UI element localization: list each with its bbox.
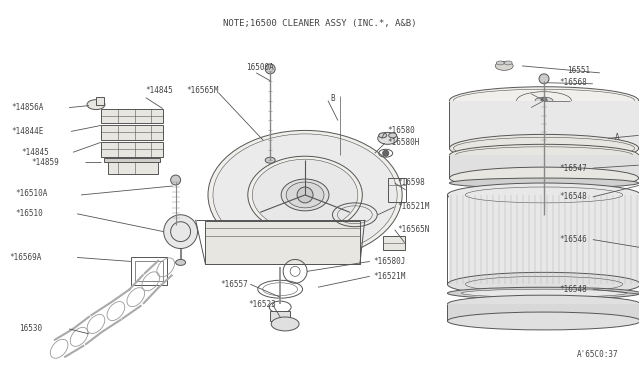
Ellipse shape [87,100,105,110]
Ellipse shape [388,133,397,138]
Ellipse shape [449,178,639,188]
Ellipse shape [449,167,639,189]
Ellipse shape [447,312,640,330]
Text: *16548: *16548 [559,192,587,201]
Ellipse shape [449,134,639,162]
Text: *16546: *16546 [559,235,587,244]
Bar [449,155,639,178]
Text: *16565N: *16565N [397,225,430,234]
Text: *16557: *16557 [220,280,248,289]
Text: A'65C0:37: A'65C0:37 [577,350,619,359]
Ellipse shape [447,183,640,207]
Text: *16523: *16523 [248,299,276,309]
Ellipse shape [447,272,640,296]
Text: *14844E: *14844E [12,127,44,136]
Circle shape [171,175,180,185]
Ellipse shape [281,179,329,211]
Bar [388,178,406,202]
Ellipse shape [504,61,512,65]
Bar [135,262,163,281]
Text: *16598: *16598 [397,177,426,186]
Ellipse shape [271,317,299,331]
Bar [131,257,166,285]
Ellipse shape [461,289,627,297]
Bar [96,97,104,105]
Text: *16580J: *16580J [374,257,406,266]
Circle shape [297,187,313,203]
Circle shape [265,64,275,74]
Bar [449,101,639,148]
Text: 16551: 16551 [567,66,590,76]
Bar [101,109,163,124]
Ellipse shape [248,156,362,234]
Circle shape [539,74,549,84]
Ellipse shape [213,134,397,256]
Bar [383,235,404,250]
Ellipse shape [208,131,402,259]
Text: NOTE;16500 CLEANER ASSY (INC.*, A&B): NOTE;16500 CLEANER ASSY (INC.*, A&B) [223,19,417,28]
Text: *14859: *14859 [31,158,59,167]
Text: *16510A: *16510A [15,189,48,198]
Ellipse shape [447,287,640,299]
Text: *16521M: *16521M [397,202,430,211]
Bar [101,142,163,157]
Bar [101,125,163,140]
Text: *16510: *16510 [15,209,43,218]
Text: *16548: *16548 [559,285,587,294]
Ellipse shape [535,97,553,104]
Ellipse shape [379,133,387,138]
Bar [449,195,639,284]
Bar [447,304,640,321]
Text: *16521M: *16521M [374,272,406,281]
Text: *16569A: *16569A [10,253,42,262]
Circle shape [164,215,198,248]
Text: *16547: *16547 [559,164,587,173]
Circle shape [383,150,388,156]
Ellipse shape [378,132,397,144]
Text: 16500A: 16500A [246,63,274,73]
Bar [205,221,360,264]
Text: *16580H: *16580H [388,138,420,147]
Ellipse shape [495,61,513,70]
Ellipse shape [496,61,504,65]
Ellipse shape [449,144,639,166]
Text: *16580: *16580 [388,126,415,135]
Circle shape [541,98,547,104]
Ellipse shape [447,295,640,313]
Ellipse shape [265,157,275,163]
Text: *14845: *14845 [21,148,49,157]
Bar [104,158,160,162]
Ellipse shape [252,159,358,231]
Ellipse shape [175,259,186,265]
Text: *16568: *16568 [559,78,587,87]
Ellipse shape [449,87,639,115]
Text: A: A [614,133,620,142]
Bar [108,162,157,174]
Bar [270,311,290,321]
Ellipse shape [286,182,324,208]
Text: B: B [330,94,335,103]
Text: *14856A: *14856A [12,103,44,112]
Text: 16530: 16530 [19,324,42,333]
Text: *14845: *14845 [146,86,173,95]
Text: *16565M: *16565M [187,86,219,95]
